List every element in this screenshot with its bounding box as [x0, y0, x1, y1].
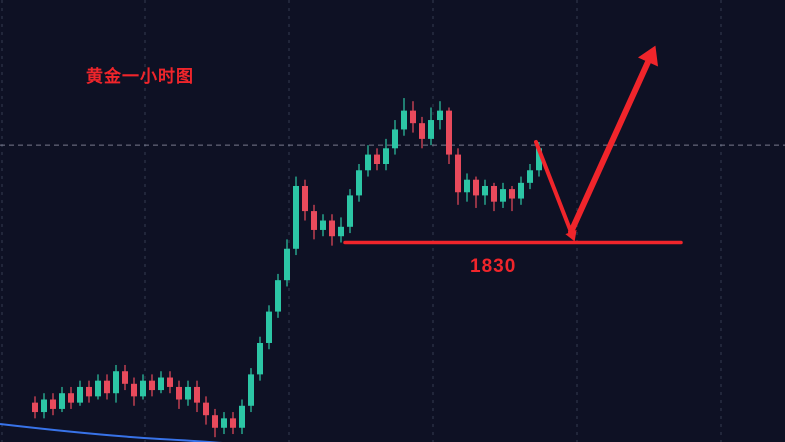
- candle-body: [293, 185, 299, 249]
- candle-body: [32, 402, 38, 413]
- candle-body: [446, 110, 452, 155]
- candle-body: [491, 185, 497, 202]
- candle-body: [68, 393, 74, 403]
- candle-body: [365, 154, 371, 171]
- candle-body: [464, 179, 470, 193]
- candle-body: [167, 377, 173, 387]
- candle-body: [212, 415, 218, 428]
- candle-body: [275, 280, 281, 312]
- arrow-up-head-icon: [637, 45, 659, 67]
- candle-body: [122, 371, 128, 384]
- candle-body: [383, 148, 389, 164]
- candle-body: [176, 386, 182, 400]
- candle-body: [329, 220, 335, 237]
- candle-body: [320, 220, 326, 230]
- candle-body: [158, 377, 164, 391]
- candle-body: [230, 418, 236, 428]
- chart-title: 黄金一小时图: [86, 67, 194, 86]
- arrow-down-segment: [534, 140, 573, 234]
- candle-body: [392, 129, 398, 149]
- candle-body: [338, 226, 344, 237]
- candle-body: [194, 386, 200, 403]
- candle-body: [248, 374, 254, 406]
- candle-body: [41, 399, 47, 413]
- candle-body: [455, 154, 461, 193]
- candle-body: [437, 110, 443, 121]
- candle-body: [527, 170, 533, 183]
- candle-body: [266, 311, 272, 343]
- candle-body: [473, 179, 479, 196]
- arrow-up-segment: [568, 59, 651, 235]
- candle-body: [374, 154, 380, 164]
- moving-average-line: [0, 423, 223, 442]
- candle-body: [239, 405, 245, 428]
- candle-body: [302, 185, 308, 212]
- candle-body: [428, 120, 434, 139]
- candle-body: [347, 195, 353, 227]
- candle-body: [311, 211, 317, 230]
- candle-body: [77, 386, 83, 403]
- support-price-label: 1830: [470, 256, 517, 277]
- candle-body: [203, 402, 209, 416]
- candle-body: [59, 393, 65, 409]
- candle-body: [86, 386, 92, 397]
- candle-body: [500, 189, 506, 202]
- candle-body: [284, 248, 290, 281]
- candle-body: [221, 418, 227, 428]
- candle-body: [113, 371, 119, 394]
- candle-body: [257, 342, 263, 375]
- candle-body: [482, 185, 488, 196]
- candle-body: [536, 148, 542, 171]
- candle-body: [410, 110, 416, 124]
- candle-body: [509, 189, 515, 199]
- candle-body: [185, 386, 191, 400]
- candle-body: [104, 380, 110, 394]
- candle-body: [140, 380, 146, 397]
- candle-body: [401, 110, 407, 130]
- candle-body: [356, 170, 362, 196]
- candle-body: [149, 380, 155, 391]
- candle-body: [419, 123, 425, 139]
- candle-body: [518, 182, 524, 199]
- candle-body: [50, 399, 56, 409]
- candle-body: [131, 383, 137, 397]
- candle-body: [95, 380, 101, 397]
